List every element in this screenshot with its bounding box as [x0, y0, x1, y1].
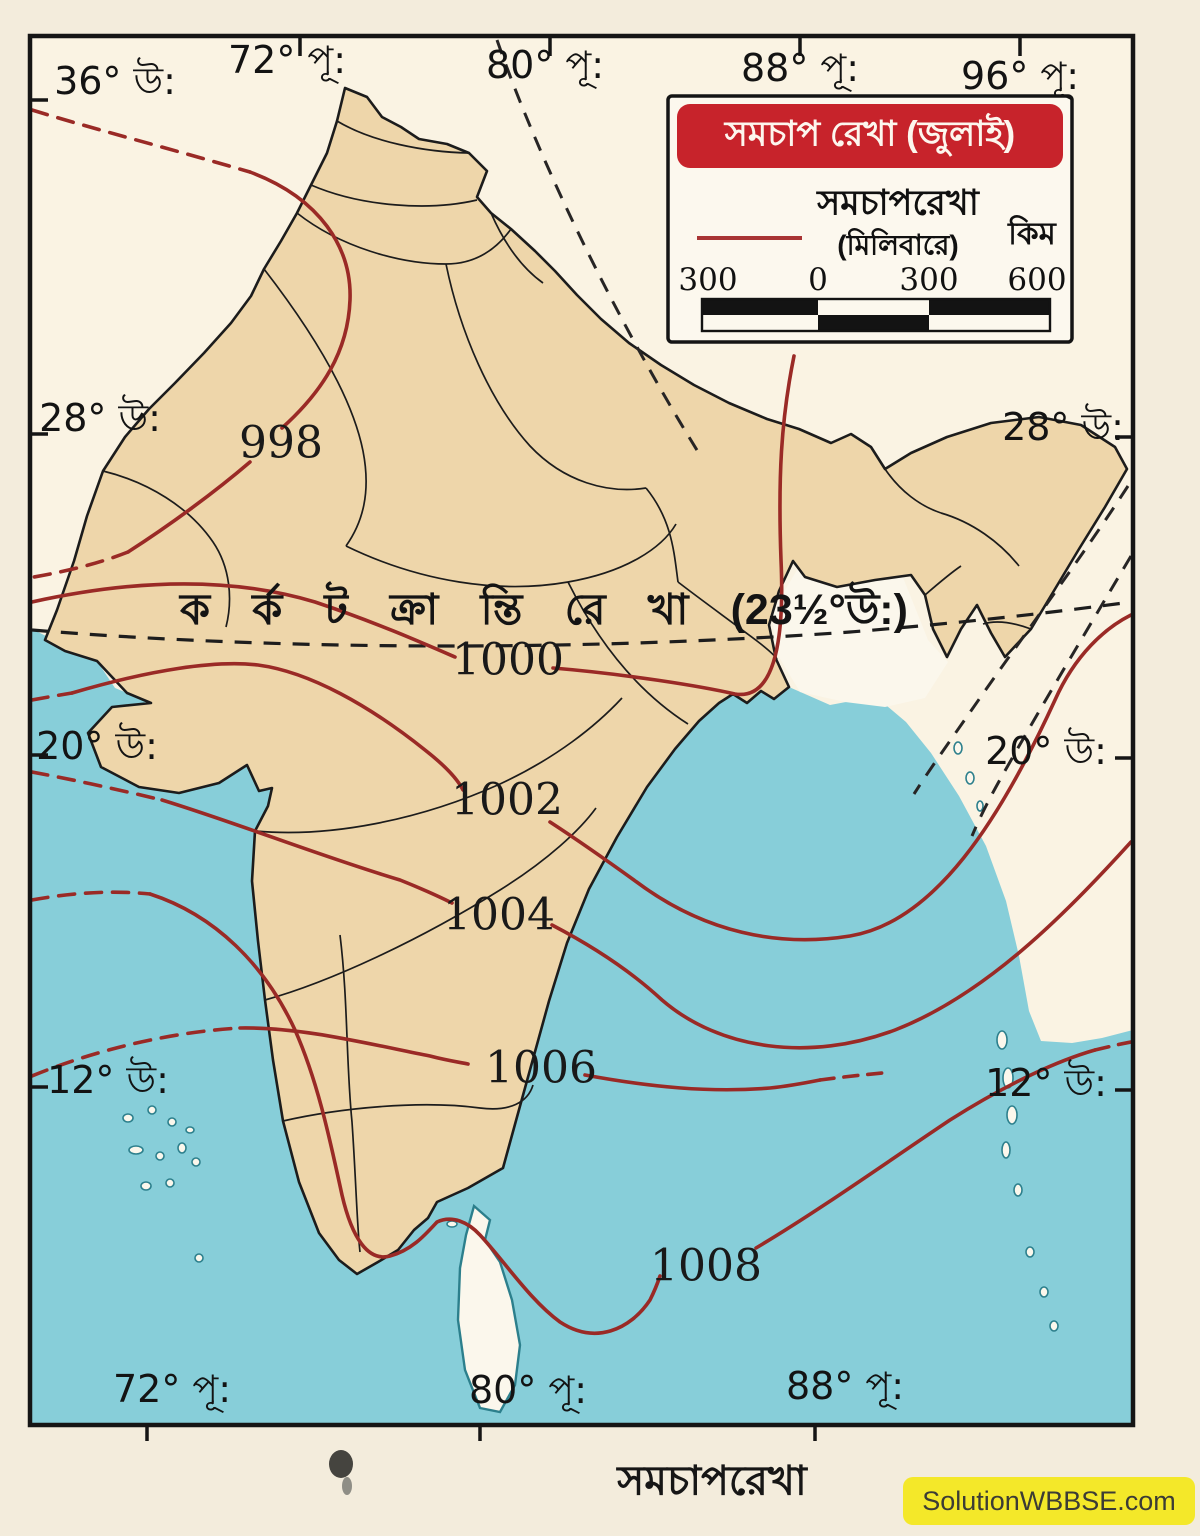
lon-label-80e-bottom: 80° পূ: [468, 1368, 588, 1412]
isobar-label-1008: 1008 [650, 1240, 762, 1292]
isobar-1004-west [160, 798, 454, 905]
graticule-ticks [32, 38, 1131, 1441]
isobar-label-1002: 1002 [451, 774, 563, 826]
lon-label-88e-bottom: 88° পূ: [785, 1364, 905, 1408]
lat-label-36n-left: 36° উ: [54, 59, 176, 103]
isobar-1002-east [548, 613, 1131, 942]
legend-scale-bar [700, 297, 1052, 333]
dashed-boundary-curves [495, 39, 1131, 837]
andaman-nicobar-islands [953, 741, 1059, 1332]
isobar-1006-dashed-e [818, 1071, 884, 1082]
isobar-1006-east [583, 1073, 822, 1092]
isobar-998-dashed-sw [32, 550, 130, 579]
lat-label-28n-right: 28° উ: [1002, 405, 1124, 449]
sea [32, 629, 1131, 1423]
isobar-1002-west [70, 661, 465, 792]
lat-label-28n-left: 28° উ: [39, 396, 161, 440]
strait-islet [446, 1220, 458, 1228]
map-frame [27, 33, 1136, 1428]
isobar-998 [248, 170, 352, 430]
lon-label-72e-top: 72° পূ: [227, 38, 347, 82]
bangladesh-land [772, 565, 948, 707]
legend-title: সমচাপ রেখা (জুলাই) [724, 114, 1016, 154]
scale-tick-0: 0 [808, 262, 828, 298]
isobars [32, 108, 1131, 1335]
isobar-label-1006: 1006 [485, 1042, 597, 1094]
isobar-label-1004: 1004 [443, 889, 555, 941]
isobar-998-dashed-nw [32, 108, 252, 174]
lat-label-12n-left: 12° উ: [47, 1058, 169, 1102]
lon-label-80e-top: 80° পূ: [485, 43, 605, 87]
isobar-label-998: 998 [239, 417, 323, 469]
isobar-1006-west [238, 1026, 470, 1066]
legend-km-label: কিম [1008, 216, 1056, 251]
tropic-of-cancer-label: ক র্ক ট ক্রা ন্তি রে খা (23½°উ:) [180, 586, 908, 634]
isobar-1004-dashed-w [32, 770, 164, 802]
isobar-998-sw [126, 460, 252, 554]
scale-tick-300-right: 300 [899, 262, 959, 298]
lakshadweep-islands [122, 1105, 204, 1263]
isobar-1006-dashed-w [32, 1026, 242, 1078]
isobar-1008-east [754, 1048, 1097, 1250]
isobar-1000-east [551, 354, 796, 697]
isobar-1008-dashed-w [32, 890, 152, 902]
scale-tick-600: 600 [1007, 262, 1067, 298]
isobar-1000-west [32, 582, 457, 659]
lon-label-88e-top: 88° পূ: [740, 46, 860, 90]
lon-label-96e-top: 96° পূ: [960, 54, 1080, 98]
isobar-1008-dashed-e [1093, 1040, 1131, 1052]
figure-caption: সমচাপরেখা [617, 1457, 807, 1504]
lat-label-20n-left: 20° উ: [36, 724, 158, 768]
legend-title-band [677, 104, 1063, 168]
tropic-of-cancer-line [32, 600, 1131, 648]
isobar-label-1000: 1000 [452, 634, 564, 686]
legend [666, 94, 1074, 344]
india-landmass [43, 86, 1129, 1276]
legend-isobar-label: সমচাপরেখা [817, 183, 979, 223]
isobar-1008-west [148, 892, 662, 1335]
isobar-1002-dashed-w [32, 691, 74, 702]
ink-smudge [329, 1450, 353, 1495]
legend-unit-note: (মিলিবারে) [837, 229, 959, 261]
scale-tick-300-left: 300 [678, 262, 738, 298]
lat-label-20n-right: 20° উ: [985, 729, 1107, 773]
watermark-badge: SolutionWBBSE.com [903, 1477, 1195, 1525]
lon-label-72e-bottom: 72° পূ: [112, 1367, 232, 1411]
isobar-1004-east [550, 840, 1131, 1050]
lat-label-12n-right: 12° উ: [985, 1061, 1107, 1105]
